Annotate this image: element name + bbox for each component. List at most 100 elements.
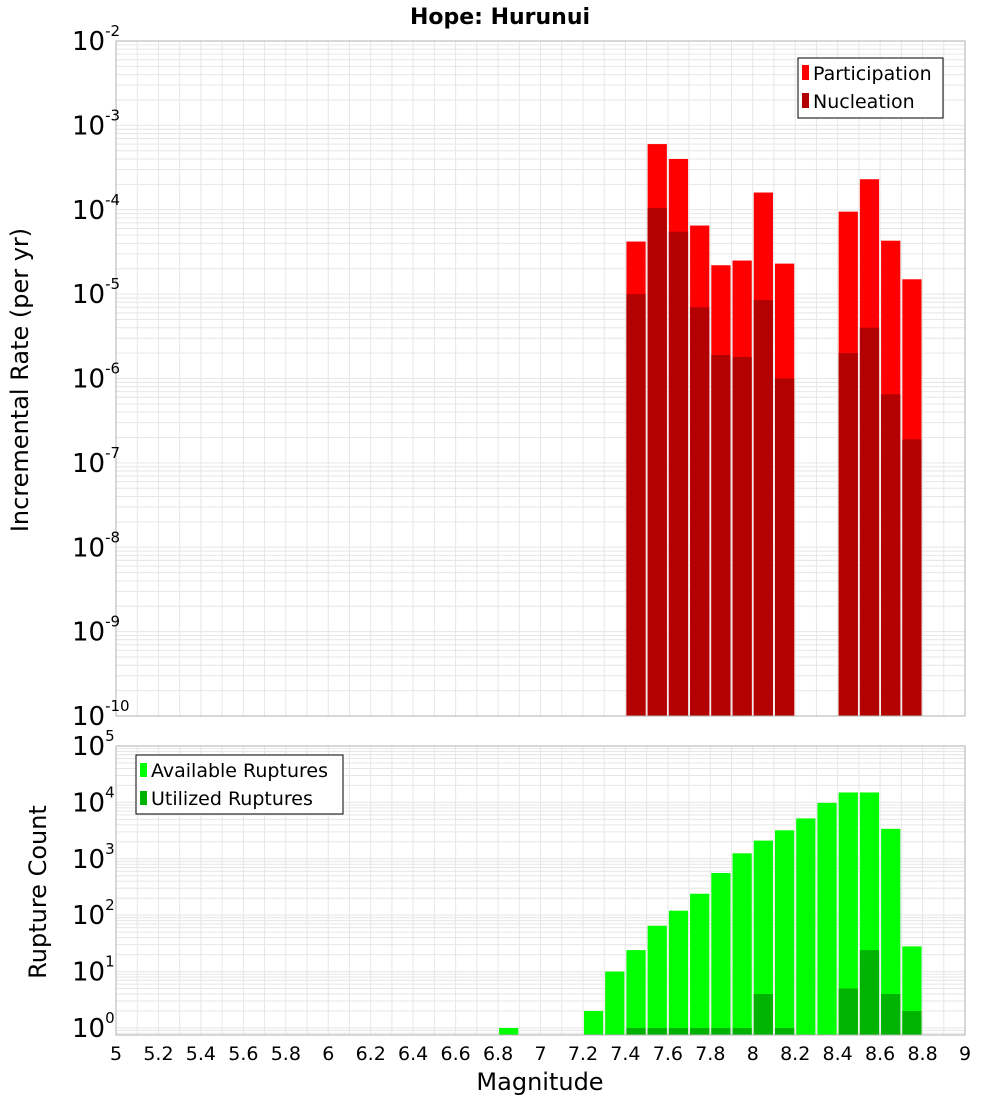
top-grid — [115, 40, 966, 717]
count-bar-b — [626, 1027, 646, 1035]
top-bars — [626, 144, 922, 717]
rate-bar-b — [626, 294, 646, 716]
bottom-legend: Available Ruptures Utilized Ruptures — [135, 754, 344, 815]
x-tick: 7 — [534, 1043, 546, 1065]
count-bar-a — [583, 1010, 604, 1035]
x-tick: 8.8 — [907, 1043, 937, 1065]
x-tick: 5.6 — [228, 1043, 258, 1065]
x-tick: 7.8 — [695, 1043, 725, 1065]
count-bar-a — [774, 830, 795, 1035]
bottom-y-tick: 104 — [72, 783, 115, 818]
x-axis-label: Magnitude — [476, 1068, 603, 1096]
count-bar-b — [753, 994, 773, 1035]
top-y-tick: 10-5 — [72, 275, 120, 310]
top-y-tick: 10-10 — [72, 697, 130, 732]
rate-bar-b — [753, 300, 773, 716]
x-tick: 7.6 — [653, 1043, 683, 1065]
count-bar-b — [647, 1027, 667, 1035]
x-tick: 6.2 — [356, 1043, 386, 1065]
top-y-tick: 10-8 — [72, 528, 120, 563]
x-tick: 7.4 — [610, 1043, 640, 1065]
count-bar-b — [732, 1027, 752, 1035]
count-bar-a — [647, 925, 667, 1035]
x-tick: 6.4 — [398, 1043, 428, 1065]
bottom-y-tick: 103 — [72, 840, 115, 875]
rate-bar-b — [902, 439, 922, 716]
bottom-legend-box — [135, 754, 344, 815]
x-tick: 5 — [110, 1043, 122, 1065]
rate-bar-b — [668, 231, 689, 716]
chart-title: Hope: Hurunui — [410, 5, 590, 30]
legend-swatch-nucleation — [802, 93, 809, 108]
x-tick: 6.6 — [440, 1043, 470, 1065]
top-y-axis-label: Incremental Rate (per yr) — [6, 228, 34, 532]
count-bar-b — [774, 1027, 795, 1035]
rate-bar-b — [774, 378, 795, 716]
top-y-tick-labels: 10-10 10-9 10-8 10-7 10-6 10-5 10-4 10-3 10-2 — [72, 22, 130, 732]
count-bar-b — [711, 1027, 731, 1035]
x-tick-labels: 5 5.2 5.4 5.6 5.8 6 6.2 6.4 6.6 6.8 7 7.2 7.4 7.6 7.8 8… — [110, 1043, 971, 1065]
x-tick: 5.8 — [271, 1043, 301, 1065]
count-bar-a — [626, 950, 646, 1035]
x-tick: 6.8 — [483, 1043, 513, 1065]
count-bar-b — [881, 994, 901, 1035]
bottom-y-tick: 102 — [72, 896, 115, 931]
x-tick: 9 — [959, 1043, 971, 1065]
count-bar-a — [796, 818, 816, 1035]
x-tick: 8 — [747, 1043, 759, 1065]
bottom-y-axis-label: Rupture Count — [24, 805, 52, 979]
count-bar-a — [605, 971, 625, 1035]
x-tick: 6 — [322, 1043, 334, 1065]
bottom-y-tick: 100 — [72, 1009, 115, 1044]
top-y-tick: 10-2 — [72, 22, 120, 57]
legend-swatch-utilized — [140, 791, 147, 805]
rate-bar-b — [838, 353, 858, 716]
legend-label-nucleation: Nucleation — [813, 91, 915, 113]
count-bar-a — [732, 853, 752, 1035]
count-bar-a — [499, 1027, 519, 1035]
count-bar-b — [838, 988, 858, 1035]
bottom-bars — [499, 792, 922, 1035]
bottom-y-tick-labels: 100 101 102 103 104 105 — [72, 727, 115, 1044]
x-tick: 5.4 — [186, 1043, 216, 1065]
count-bar-a — [881, 828, 901, 1035]
x-tick: 7.2 — [568, 1043, 598, 1065]
count-bar-a — [838, 792, 858, 1035]
count-bar-a — [817, 802, 837, 1035]
x-tick: 5.2 — [143, 1043, 173, 1065]
top-legend-box — [797, 57, 944, 119]
top-plot-frame — [115, 40, 966, 717]
rate-bar-b — [881, 394, 901, 716]
x-tick: 8.2 — [780, 1043, 810, 1065]
top-y-tick: 10-7 — [72, 444, 120, 479]
count-bar-b — [668, 1027, 689, 1035]
count-bar-a — [668, 910, 689, 1035]
count-bar-b — [859, 950, 880, 1035]
bottom-plot-frame — [115, 745, 966, 1036]
top-y-tick: 10-4 — [72, 191, 120, 226]
count-bar-b — [902, 1010, 922, 1035]
legend-label-utilized: Utilized Ruptures — [151, 788, 313, 810]
rate-bar-b — [711, 354, 731, 716]
x-tick: 8.4 — [823, 1043, 853, 1065]
count-bar-a — [690, 893, 710, 1035]
bottom-y-tick: 105 — [72, 727, 115, 762]
top-y-tick: 10-6 — [72, 360, 120, 395]
bottom-y-tick: 101 — [72, 953, 115, 988]
rate-bar-b — [647, 207, 667, 716]
top-y-tick: 10-3 — [72, 106, 120, 141]
count-bar-b — [690, 1027, 710, 1035]
count-bar-a — [753, 840, 773, 1035]
legend-label-participation: Participation — [813, 63, 932, 85]
legend-swatch-available — [140, 763, 147, 777]
legend-label-available: Available Ruptures — [151, 760, 328, 782]
rate-bar-b — [732, 356, 752, 716]
rate-bar-b — [690, 307, 710, 716]
top-y-tick: 10-9 — [72, 613, 120, 648]
count-bar-a — [711, 872, 731, 1035]
rate-bar-b — [859, 327, 880, 716]
top-legend: Participation Nucleation — [797, 57, 944, 119]
legend-swatch-participation — [802, 65, 809, 80]
x-tick: 8.6 — [865, 1043, 895, 1065]
